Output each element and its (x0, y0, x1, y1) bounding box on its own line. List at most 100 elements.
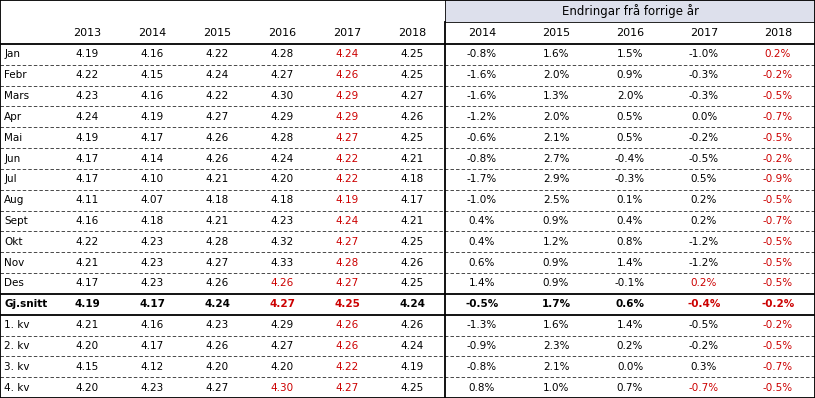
Text: -0.5%: -0.5% (689, 320, 719, 330)
Text: 2.0%: 2.0% (543, 112, 569, 122)
Text: 4.27: 4.27 (336, 279, 359, 289)
Text: 2.0%: 2.0% (617, 91, 643, 101)
Text: 4.26: 4.26 (401, 258, 424, 267)
Text: 4.27: 4.27 (336, 133, 359, 143)
Text: 0.5%: 0.5% (617, 133, 643, 143)
Text: Endringar frå forrige år: Endringar frå forrige år (562, 4, 698, 18)
Text: Jan: Jan (4, 49, 20, 59)
Text: -0.5%: -0.5% (763, 258, 793, 267)
Text: -0.7%: -0.7% (689, 382, 719, 392)
Text: -1.7%: -1.7% (467, 174, 497, 184)
Text: 4.26: 4.26 (206, 133, 229, 143)
Text: 1.2%: 1.2% (543, 237, 569, 247)
Text: Gj.snitt: Gj.snitt (4, 299, 47, 309)
Text: 4.18: 4.18 (206, 195, 229, 205)
Text: 1.4%: 1.4% (469, 279, 496, 289)
Text: 4.25: 4.25 (401, 382, 424, 392)
Text: -0.1%: -0.1% (615, 279, 645, 289)
Text: 4.17: 4.17 (76, 279, 99, 289)
Text: 0.4%: 0.4% (469, 237, 496, 247)
Text: 0.2%: 0.2% (691, 216, 717, 226)
Text: 2014: 2014 (139, 28, 166, 38)
Text: 4.21: 4.21 (206, 216, 229, 226)
Text: Jun: Jun (4, 154, 20, 164)
Text: 4.24: 4.24 (401, 341, 424, 351)
Text: -1.6%: -1.6% (467, 91, 497, 101)
Text: 2.7%: 2.7% (543, 154, 569, 164)
Text: 4.18: 4.18 (141, 216, 164, 226)
Text: 4.32: 4.32 (271, 237, 294, 247)
Text: 0.2%: 0.2% (691, 195, 717, 205)
Text: 1.6%: 1.6% (543, 320, 569, 330)
Text: -0.5%: -0.5% (763, 341, 793, 351)
Text: 4.23: 4.23 (141, 237, 164, 247)
Text: 4.20: 4.20 (76, 382, 99, 392)
Text: 4.17: 4.17 (141, 341, 164, 351)
Text: 0.9%: 0.9% (543, 216, 569, 226)
Text: 4.27: 4.27 (206, 112, 229, 122)
Text: 4.24: 4.24 (336, 49, 359, 59)
Text: 2016: 2016 (616, 28, 644, 38)
Text: 4.22: 4.22 (206, 91, 229, 101)
Text: 4.26: 4.26 (271, 279, 294, 289)
Text: 0.2%: 0.2% (764, 49, 791, 59)
Text: -0.5%: -0.5% (763, 91, 793, 101)
Text: -1.2%: -1.2% (689, 237, 719, 247)
Text: 4.15: 4.15 (76, 362, 99, 372)
Text: 1.7%: 1.7% (541, 299, 570, 309)
Text: 4.23: 4.23 (141, 279, 164, 289)
Text: 0.3%: 0.3% (691, 362, 717, 372)
Text: Nov: Nov (4, 258, 24, 267)
Text: 4.15: 4.15 (141, 70, 164, 80)
Text: 0.4%: 0.4% (617, 216, 643, 226)
Text: 2015: 2015 (204, 28, 231, 38)
Text: 4.21: 4.21 (76, 320, 99, 330)
Text: 1.4%: 1.4% (617, 258, 643, 267)
Text: -0.9%: -0.9% (467, 341, 497, 351)
Text: 4.30: 4.30 (271, 382, 294, 392)
Text: 4.28: 4.28 (206, 237, 229, 247)
Text: 4.21: 4.21 (76, 258, 99, 267)
Text: 0.8%: 0.8% (469, 382, 496, 392)
Text: -1.3%: -1.3% (467, 320, 497, 330)
Text: 0.1%: 0.1% (617, 195, 643, 205)
Text: -0.9%: -0.9% (763, 174, 793, 184)
Bar (445, 0, 815, 22)
Text: 4.29: 4.29 (336, 91, 359, 101)
Text: -0.2%: -0.2% (763, 154, 793, 164)
Text: -0.2%: -0.2% (689, 133, 719, 143)
Text: -0.2%: -0.2% (689, 341, 719, 351)
Text: 4.21: 4.21 (206, 174, 229, 184)
Text: -0.4%: -0.4% (687, 299, 720, 309)
Text: 4.29: 4.29 (271, 320, 294, 330)
Text: -0.5%: -0.5% (763, 195, 793, 205)
Text: 2013: 2013 (73, 28, 102, 38)
Text: 4.19: 4.19 (75, 299, 100, 309)
Text: -0.7%: -0.7% (763, 362, 793, 372)
Text: 4.30: 4.30 (271, 91, 294, 101)
Text: 4.17: 4.17 (76, 154, 99, 164)
Text: 4.25: 4.25 (401, 49, 424, 59)
Text: 0.5%: 0.5% (617, 112, 643, 122)
Text: 2.5%: 2.5% (543, 195, 569, 205)
Text: 0.6%: 0.6% (469, 258, 496, 267)
Text: 2.1%: 2.1% (543, 362, 569, 372)
Text: -0.5%: -0.5% (763, 382, 793, 392)
Text: Apr: Apr (4, 112, 22, 122)
Text: 4.26: 4.26 (206, 341, 229, 351)
Text: 4.27: 4.27 (206, 382, 229, 392)
Text: 0.9%: 0.9% (617, 70, 643, 80)
Text: 4.26: 4.26 (206, 154, 229, 164)
Text: 0.0%: 0.0% (691, 112, 717, 122)
Text: 4.27: 4.27 (206, 258, 229, 267)
Text: 2.9%: 2.9% (543, 174, 569, 184)
Text: 2.1%: 2.1% (543, 133, 569, 143)
Text: 4.22: 4.22 (336, 154, 359, 164)
Text: -1.2%: -1.2% (467, 112, 497, 122)
Text: 4.26: 4.26 (401, 320, 424, 330)
Text: 2018: 2018 (764, 28, 792, 38)
Text: 0.7%: 0.7% (617, 382, 643, 392)
Text: -0.5%: -0.5% (689, 154, 719, 164)
Text: 4.24: 4.24 (336, 216, 359, 226)
Text: 4.19: 4.19 (401, 362, 424, 372)
